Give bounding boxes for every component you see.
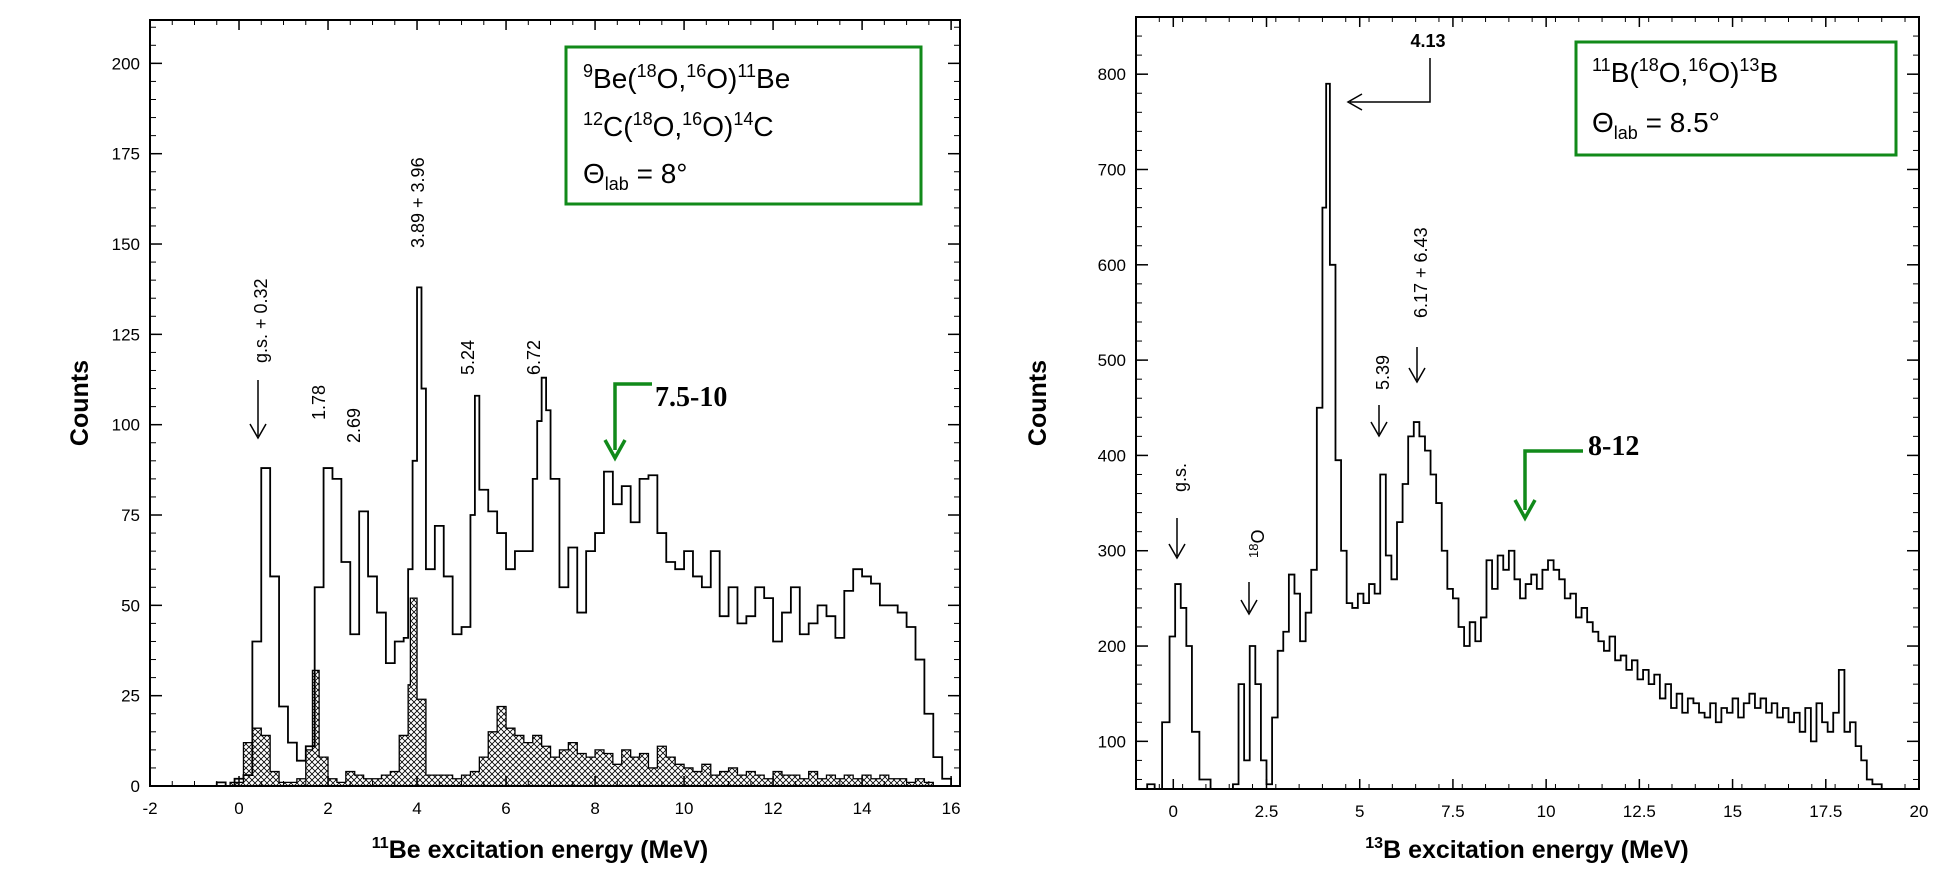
right-y-tick-label: 600 — [1098, 256, 1126, 275]
left-x-tick-label: 0 — [234, 799, 243, 818]
right-peak-label-gs: g.s. — [1170, 463, 1190, 492]
right-y-tick-label: 200 — [1098, 637, 1126, 656]
right-x-axis-title-superscript: 13 — [1365, 835, 1383, 852]
right-x-tick-label: 5 — [1355, 802, 1364, 821]
left-legend-line-3: Θlab = 8° — [583, 158, 688, 194]
right-617-arrow — [1408, 347, 1426, 384]
left-x-tick-label: 4 — [412, 799, 421, 818]
left-y-tick-label: 75 — [121, 506, 140, 525]
left-y-tick-label: 175 — [112, 145, 140, 164]
left-legend-line-1: 9Be(18O,16O)11Be — [583, 61, 790, 94]
right-plot-frame — [1135, 16, 1920, 790]
left-legend-box — [564, 45, 923, 206]
right-peak-label-617: 6.17 + 6.43 — [1411, 227, 1431, 318]
left-y-tick-label: 50 — [121, 596, 140, 615]
right-legend-box — [1574, 40, 1898, 157]
right-green-range-label: 8-12 — [1588, 431, 1639, 462]
left-y-tick-label: 150 — [112, 235, 140, 254]
right-peak-label-413: 4.13 — [1410, 31, 1445, 51]
right-x-tick-label: 0 — [1169, 802, 1178, 821]
right-x-tick-label: 12.5 — [1623, 802, 1656, 821]
right-y-tick-label: 500 — [1098, 351, 1126, 370]
right-peak-label-18o: 18O — [1246, 530, 1268, 558]
left-y-tick-label: 25 — [121, 687, 140, 706]
right-413-arrow — [1346, 58, 1431, 111]
left-y-tick-label: 125 — [112, 325, 140, 344]
right-y-tick-label: 400 — [1098, 446, 1126, 465]
left-y-tick-label: 100 — [112, 416, 140, 435]
right-histogram-line — [1139, 82, 1883, 790]
left-legend-line-2: 12C(18O,16O)14C — [583, 109, 774, 142]
left-histogram-line — [150, 286, 952, 787]
right-539-arrow — [1370, 405, 1388, 438]
right-histogram-panel: 0 2.5 5 7.5 10 12.5 15 17.5 20 100 200 300 400 500 600… — [1024, 16, 1929, 864]
left-peak-label-269: 2.69 — [344, 408, 364, 443]
right-x-tick-label: 17.5 — [1809, 802, 1842, 821]
left-x-tick-label: 16 — [942, 799, 961, 818]
right-peak-label-539: 5.39 — [1373, 355, 1393, 390]
right-gs-arrow — [1168, 518, 1186, 560]
left-peak-label-389: 3.89 + 3.96 — [408, 157, 428, 248]
right-x-tick-label: 2.5 — [1255, 802, 1279, 821]
left-green-arrow — [603, 382, 652, 462]
right-x-tick-label: 20 — [1910, 802, 1929, 821]
left-x-tick-label: 2 — [323, 799, 332, 818]
left-y-tick-label: 0 — [131, 777, 140, 796]
left-x-tick-label: 6 — [501, 799, 510, 818]
right-legend-line-2: Θlab = 8.5° — [1592, 107, 1720, 143]
right-y-tick-label: 300 — [1098, 542, 1126, 561]
right-legend-line-1: 11B(18O,16O)13B — [1592, 55, 1778, 88]
left-x-tick-label: 8 — [590, 799, 599, 818]
left-x-tick-label: 12 — [764, 799, 783, 818]
right-y-tick-label: 100 — [1098, 732, 1126, 751]
left-peak-label-gs: g.s. + 0.32 — [251, 278, 271, 363]
left-peak-label-672: 6.72 — [524, 340, 544, 375]
right-y-tick-label: 700 — [1098, 160, 1126, 179]
left-y-tick-label: 200 — [112, 54, 140, 73]
right-x-tick-label: 10 — [1537, 802, 1556, 821]
left-x-tick-label: 14 — [853, 799, 872, 818]
right-x-tick-label: 15 — [1723, 802, 1742, 821]
right-y-axis-title: Counts — [1024, 360, 1052, 446]
right-x-tick-label: 7.5 — [1441, 802, 1465, 821]
left-x-axis-title: 11Be excitation energy (MeV) — [372, 835, 708, 864]
left-x-axis-title-main: Be excitation energy (MeV) — [389, 836, 709, 864]
left-x-tick-label: -2 — [142, 799, 157, 818]
right-x-axis-title: 13B excitation energy (MeV) — [1365, 835, 1688, 864]
left-y-axis-title: Counts — [66, 360, 94, 446]
right-y-tick-label: 800 — [1098, 65, 1126, 84]
left-peak-label-524: 5.24 — [458, 340, 478, 375]
left-x-axis-title-superscript: 11 — [372, 835, 389, 852]
right-green-arrow — [1513, 449, 1583, 522]
left-hatched-histogram — [150, 597, 952, 787]
right-x-axis-title-main: B excitation energy (MeV) — [1383, 836, 1689, 864]
right-18o-arrow — [1240, 582, 1258, 616]
left-green-range-label: 7.5-10 — [655, 382, 727, 413]
left-x-tick-label: 10 — [675, 799, 694, 818]
left-gs-arrow — [249, 380, 267, 440]
left-peak-label-178: 1.78 — [309, 385, 329, 420]
